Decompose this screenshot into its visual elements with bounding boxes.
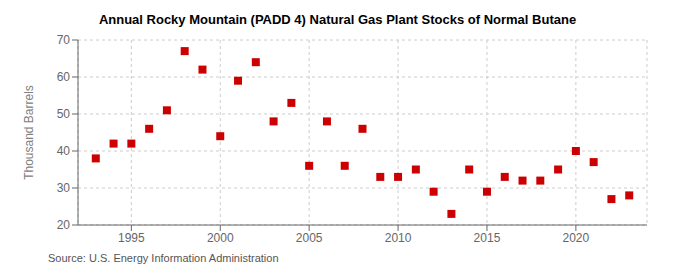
svg-text:60: 60: [57, 70, 71, 84]
svg-text:2015: 2015: [474, 231, 501, 245]
svg-text:2000: 2000: [207, 231, 234, 245]
svg-text:2005: 2005: [296, 231, 323, 245]
html-text:Annual Rocky Mountain (PADD 4): Annual Rocky Mountain (PADD 4) Natural G…: [98, 12, 577, 27]
svg-text:20: 20: [57, 218, 71, 232]
svg-text:2020: 2020: [563, 231, 590, 245]
svg-text:50: 50: [57, 107, 71, 121]
svg-text:30: 30: [57, 181, 71, 195]
svg-text:70: 70: [57, 33, 71, 47]
svg-text:Thousand Barrels: Thousand Barrels: [22, 85, 36, 180]
svg-text:2010: 2010: [385, 231, 412, 245]
svg-text:40: 40: [57, 144, 71, 158]
svg-text:1995: 1995: [118, 231, 145, 245]
html-text:Source: U.S. Energy Informatio: Source: U.S. Energy Information Administ…: [48, 252, 279, 264]
